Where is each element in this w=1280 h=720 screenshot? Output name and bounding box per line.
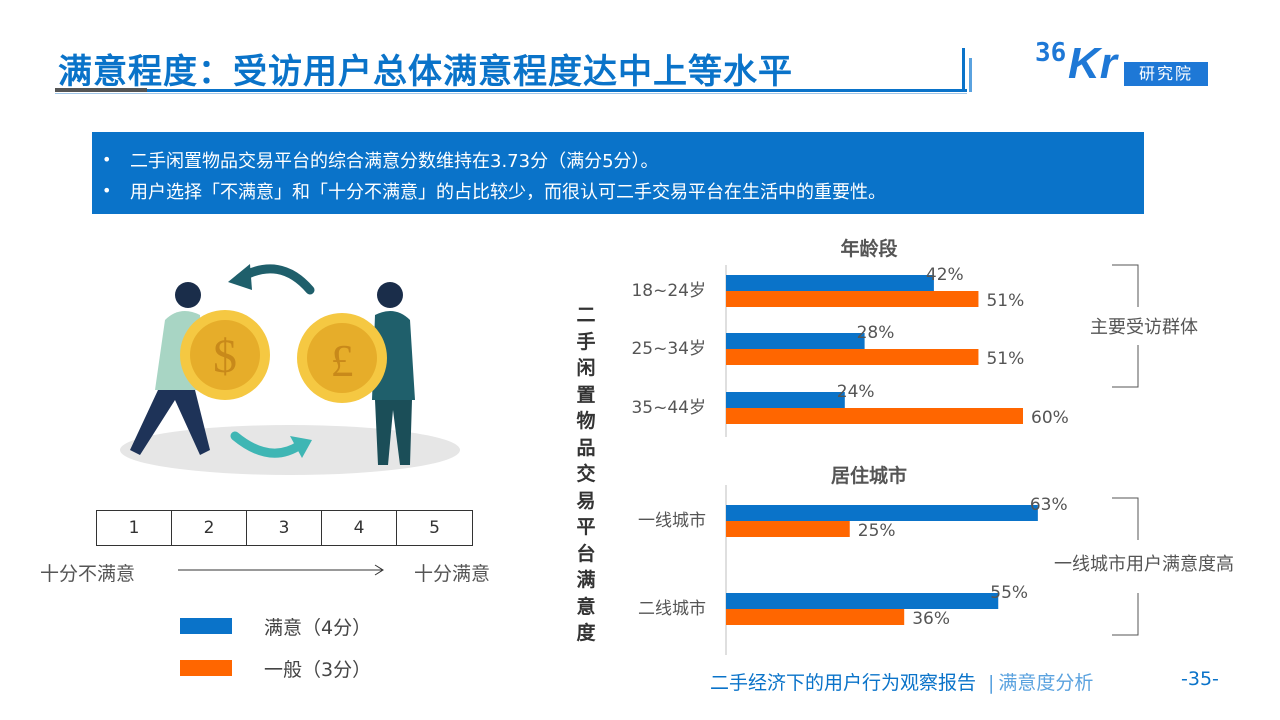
category-label: 一线城市: [638, 511, 706, 531]
footer-report: 二手经济下的用户行为观察报告: [710, 672, 977, 694]
legend-label: 一般（3分）: [264, 658, 372, 681]
summary-text: 二手闲置物品交易平台的综合满意分数维持在3.73分（满分5分）。: [130, 150, 659, 172]
scale-cell: 5: [429, 518, 440, 538]
summary-text: 用户选择「不满意」和「十分不满意」的占比较少，而很认可二手交易平台在生活中的重要…: [130, 181, 886, 203]
data-label: 63%: [1030, 495, 1068, 515]
chart-title: 年龄段: [840, 237, 898, 260]
annotation-bracket: [1112, 345, 1139, 388]
footer-section: 满意度分析: [998, 672, 1094, 694]
page-number: -35-: [1181, 668, 1219, 690]
annotation-bracket: [1112, 497, 1139, 540]
summary-item: • 用户选择「不满意」和「十分不满意」的占比较少，而很认可二手交易平台在生活中的…: [102, 175, 1144, 206]
legend-swatch: [180, 660, 232, 676]
coin-exchange-illustration: $ £: [120, 264, 460, 475]
bar: [726, 349, 979, 365]
pound-icon: £: [331, 335, 354, 386]
data-label: 51%: [986, 291, 1024, 311]
scale-cell: 1: [97, 511, 172, 545]
data-label: 28%: [857, 323, 895, 343]
summary-box: • 二手闲置物品交易平台的综合满意分数维持在3.73分（满分5分）。 • 用户选…: [92, 132, 1144, 214]
scale-arrow-icon: [178, 564, 384, 576]
scale-cell: 3: [247, 511, 322, 545]
rating-scale: 1 2 3 4 5: [96, 510, 473, 546]
arrow-bottom-head: [290, 436, 312, 458]
title-underline-dark: [55, 88, 147, 92]
annotation-text: 主要受访群体: [1090, 317, 1198, 338]
annotation-bracket: [1112, 264, 1139, 307]
scale-high-label: 十分满意: [414, 563, 491, 585]
scale-cell: 4: [322, 511, 397, 545]
dollar-coin: $: [180, 310, 270, 400]
legend-item: 满意（4分）: [180, 605, 371, 647]
legend-swatch: [180, 618, 232, 634]
pound-coin: £: [297, 313, 387, 403]
vertical-title: 二手闲置物品交易平台满意度: [576, 304, 596, 644]
data-label: 24%: [837, 382, 875, 402]
scale-cell: 2: [172, 511, 247, 545]
scale-low-label: 十分不满意: [40, 563, 136, 585]
logo-number: 36: [1035, 38, 1067, 68]
bar: [726, 333, 865, 349]
category-label: 35~44岁: [631, 398, 706, 418]
bar: [726, 392, 845, 408]
category-label: 二线城市: [638, 599, 706, 619]
satisfaction-bar-chart: 年龄段 18~24岁 42% 51% 25~34岁 28% 51% 35~44岁 24% 60% 主…: [631, 237, 1234, 655]
title-underline-blue: [147, 89, 967, 92]
arrow-bottom: [230, 431, 305, 458]
annotation-bracket: [1112, 593, 1139, 636]
annotation-text: 一线城市用户满意度高: [1054, 554, 1234, 575]
category-label: 18~24岁: [631, 281, 706, 301]
right-person: [372, 282, 415, 465]
data-label: 55%: [990, 583, 1028, 603]
data-label: 36%: [912, 609, 950, 629]
title-tick: [962, 48, 965, 92]
category-label: 25~34岁: [631, 339, 706, 359]
legend: 满意（4分） 一般（3分）: [180, 605, 371, 689]
bullet-icon: •: [102, 181, 112, 200]
data-label: 25%: [858, 521, 896, 541]
legend-label: 满意（4分）: [264, 616, 372, 639]
data-label: 42%: [926, 265, 964, 285]
arrow-top-head: [228, 264, 252, 290]
bar: [726, 275, 934, 291]
logo-suffix: 研究院: [1124, 62, 1208, 86]
title-tick-light: [969, 58, 972, 92]
page-title: 满意程度：受访用户总体满意程度达中上等水平: [58, 52, 793, 92]
summary-item: • 二手闲置物品交易平台的综合满意分数维持在3.73分（满分5分）。: [102, 144, 1144, 175]
bullet-icon: •: [102, 150, 112, 169]
footer: 二手经济下的用户行为观察报告 | 满意度分析: [710, 668, 1093, 695]
data-label: 51%: [986, 349, 1024, 369]
title-underline-thin: [55, 93, 967, 94]
logo-letters: Kr: [1068, 39, 1117, 88]
bar: [726, 609, 905, 625]
bar: [726, 408, 1023, 424]
bar: [726, 593, 999, 609]
footer-separator: |: [988, 672, 995, 694]
bar: [726, 505, 1038, 521]
legend-item: 一般（3分）: [180, 647, 371, 689]
bar: [726, 521, 850, 537]
dollar-icon: $: [213, 330, 237, 383]
bar: [726, 291, 979, 307]
chart-title: 居住城市: [831, 464, 907, 487]
data-label: 60%: [1031, 408, 1069, 428]
